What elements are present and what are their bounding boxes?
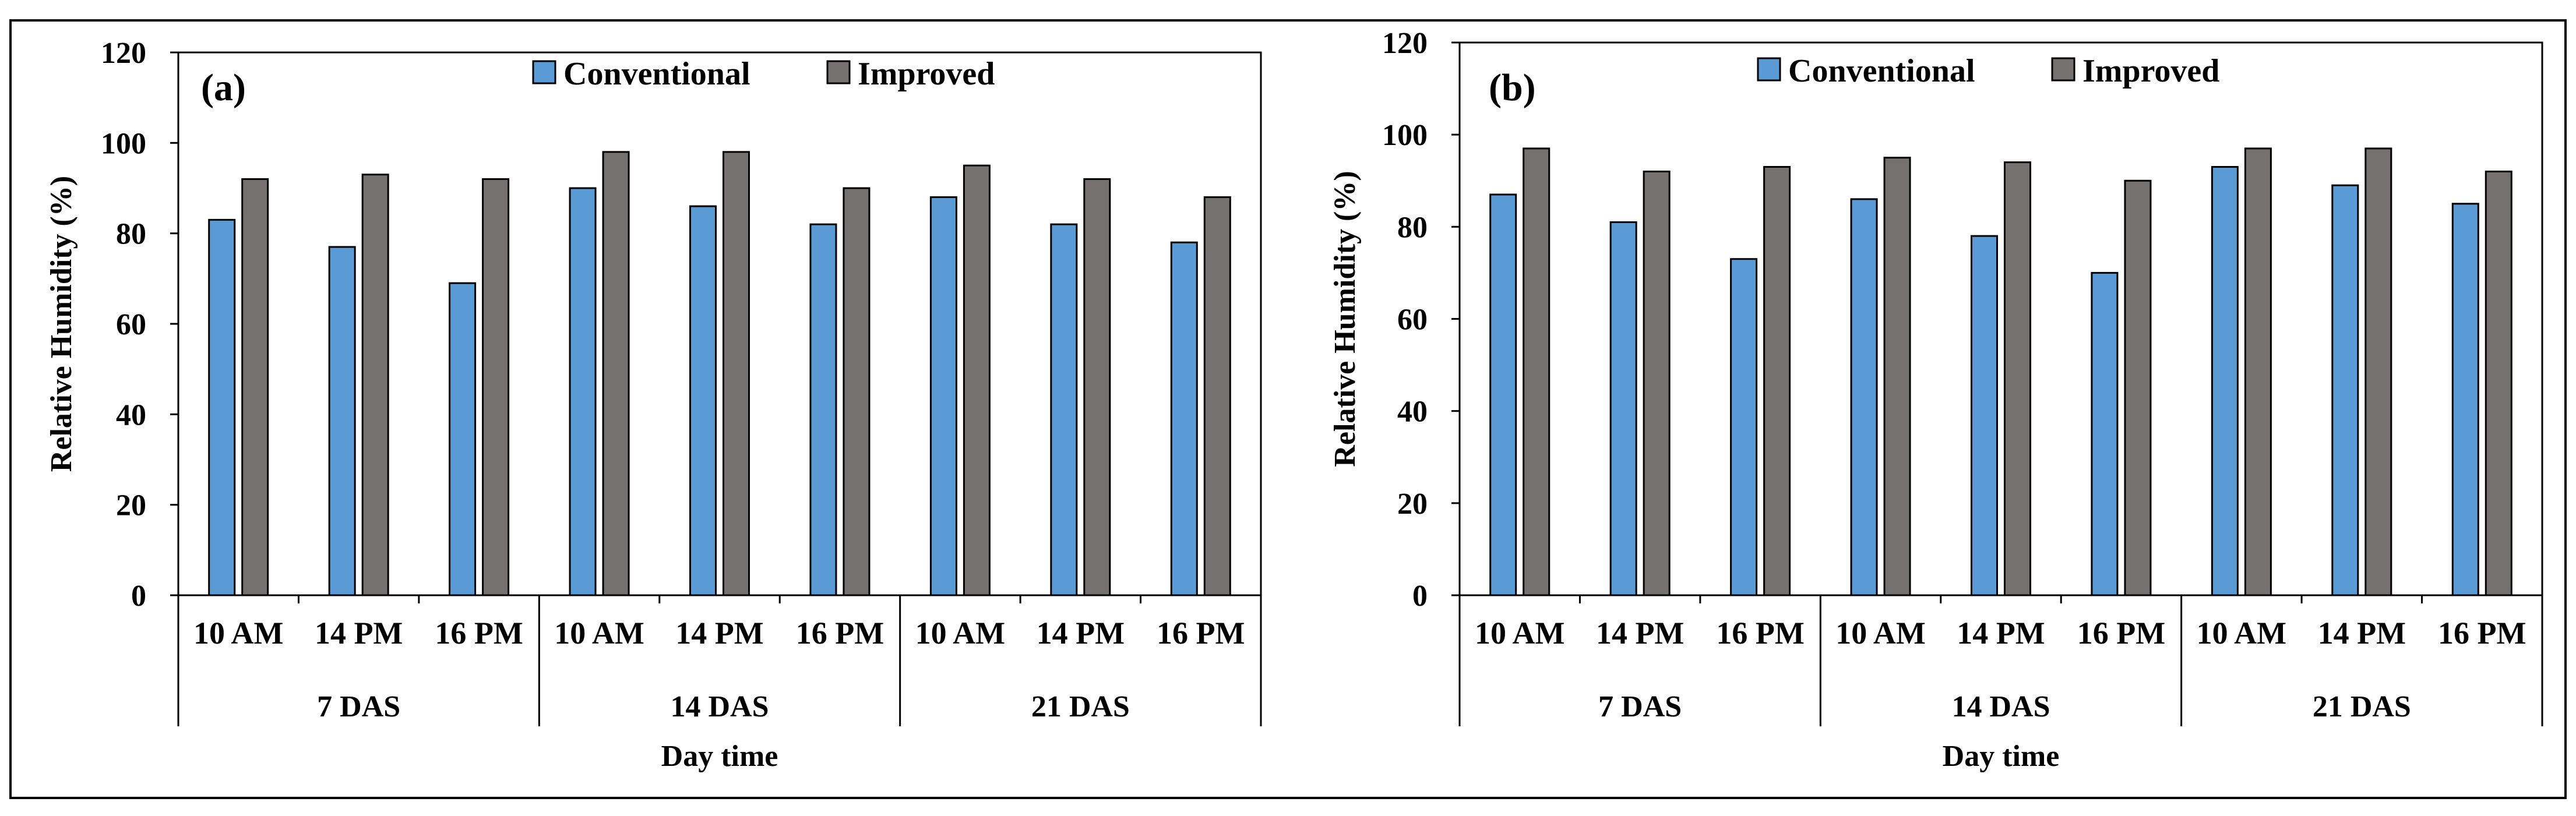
- bar-conventional-2: [328, 246, 356, 596]
- y-tick-label: 0: [131, 580, 146, 613]
- x-category-label: 16 PM: [2077, 616, 2165, 651]
- chart-panel-a: 0 20 40 60 80 100 120 10 AM 14 PM 16 PM 10 AM 14 PM…: [45, 37, 1262, 773]
- bar-conventional-4: [1850, 198, 1878, 596]
- y-tick-label: 120: [101, 37, 146, 70]
- y-tick-label: 80: [116, 218, 146, 251]
- x-category-label: 14 PM: [2318, 616, 2406, 651]
- bar-conventional-3: [1730, 258, 1758, 596]
- bar-improved-6: [2124, 179, 2152, 596]
- bar-improved-4: [1883, 157, 1911, 596]
- x-axis-title: Day time: [1943, 740, 2060, 773]
- figure-border: [9, 19, 2567, 799]
- y-tick-label: 40: [1397, 395, 1428, 429]
- bar-conventional-2: [1609, 221, 1637, 596]
- y-tick-label: 60: [116, 308, 146, 341]
- x-category-label: 10 AM: [193, 616, 284, 651]
- legend-label-conventional: Conventional: [1788, 53, 1975, 89]
- legend: Conventional Improved: [1757, 53, 2219, 89]
- x-category-label: 10 AM: [915, 616, 1006, 651]
- y-axis-title: Relative Humidity (%): [45, 176, 78, 472]
- bar-conventional-9: [1170, 241, 1198, 596]
- y-tick-label: 60: [1397, 303, 1428, 337]
- y-tick-label: 120: [1382, 27, 1428, 60]
- bar-improved-8: [2364, 147, 2392, 596]
- bar-conventional-8: [2331, 184, 2359, 596]
- legend-swatch-conventional: [532, 60, 556, 84]
- bar-conventional-1: [208, 218, 236, 596]
- bar-conventional-5: [689, 205, 717, 596]
- bar-conventional-8: [1050, 223, 1078, 596]
- x-group-label: 7 DAS: [317, 690, 400, 723]
- bar-conventional-7: [2211, 166, 2239, 596]
- x-group-label: 7 DAS: [1598, 690, 1682, 723]
- x-category-label: 16 PM: [435, 616, 523, 651]
- x-group-label: 14 DAS: [670, 690, 769, 723]
- bar-conventional-6: [809, 223, 837, 596]
- bar-conventional-3: [449, 282, 477, 596]
- legend-label-conventional: Conventional: [563, 56, 750, 92]
- legend-swatch-improved: [826, 60, 851, 84]
- bar-improved-6: [843, 187, 871, 596]
- bar-improved-4: [602, 151, 630, 596]
- bar-conventional-5: [1971, 235, 1998, 596]
- x-category-label: 10 AM: [1835, 616, 1926, 651]
- x-category-label: 16 PM: [2438, 616, 2526, 651]
- x-category-label: 10 AM: [1475, 616, 1565, 651]
- panel-label: (b): [1489, 66, 1536, 109]
- y-tick-label: 100: [101, 127, 146, 160]
- legend-swatch-conventional: [1757, 57, 1781, 82]
- x-axis-title: Day time: [661, 740, 778, 773]
- bar-improved-9: [1203, 196, 1231, 596]
- bar-conventional-7: [929, 196, 957, 596]
- bar-improved-2: [361, 174, 389, 596]
- x-category-label: 16 PM: [1716, 616, 1804, 651]
- x-category-label: 14 PM: [1957, 616, 2045, 651]
- y-axis-title: Relative Humidity (%): [1328, 171, 1362, 467]
- bar-improved-1: [241, 178, 269, 596]
- bar-conventional-1: [1489, 193, 1517, 596]
- legend-swatch-improved: [2051, 57, 2075, 82]
- bar-improved-5: [723, 151, 750, 596]
- chart-panel-b: 0 20 40 60 80 100 120 10 AM 14 PM 16 PM 10 AM 14 PM…: [1328, 27, 2543, 773]
- bar-improved-3: [1763, 166, 1791, 596]
- x-category-label: 16 PM: [796, 616, 884, 651]
- panel-label: (a): [201, 66, 246, 109]
- x-category-label: 14 PM: [1037, 616, 1125, 651]
- bar-improved-8: [1083, 178, 1111, 596]
- bar-improved-9: [2485, 170, 2512, 596]
- bar-improved-5: [2004, 161, 2031, 596]
- x-category-label: 14 PM: [1596, 616, 1684, 651]
- y-tick-label: 40: [116, 398, 146, 432]
- bar-conventional-4: [569, 187, 597, 596]
- legend-label-improved: Improved: [858, 56, 995, 92]
- x-group-label: 14 DAS: [1951, 690, 2050, 723]
- y-tick-label: 20: [116, 489, 146, 522]
- bar-conventional-9: [2451, 203, 2479, 596]
- bar-improved-3: [482, 178, 510, 596]
- x-category-label: 10 AM: [554, 616, 644, 651]
- legend-label-improved: Improved: [2082, 53, 2219, 89]
- y-tick-label: 20: [1397, 488, 1428, 521]
- x-category-label: 14 PM: [675, 616, 763, 651]
- x-group-label: 21 DAS: [2313, 690, 2411, 723]
- x-category-label: 10 AM: [2197, 616, 2287, 651]
- bar-improved-7: [2244, 147, 2272, 596]
- y-tick-label: 0: [1412, 580, 1428, 613]
- y-tick-label: 80: [1397, 211, 1428, 244]
- bar-improved-1: [1523, 147, 1550, 596]
- legend: Conventional Improved: [532, 56, 995, 92]
- bar-conventional-6: [2091, 271, 2119, 596]
- x-category-label: 14 PM: [315, 616, 403, 651]
- bar-improved-7: [963, 164, 991, 596]
- x-group-label: 21 DAS: [1031, 690, 1130, 723]
- x-category-label: 16 PM: [1157, 616, 1245, 651]
- y-tick-label: 100: [1382, 119, 1428, 152]
- bar-improved-2: [1643, 170, 1671, 596]
